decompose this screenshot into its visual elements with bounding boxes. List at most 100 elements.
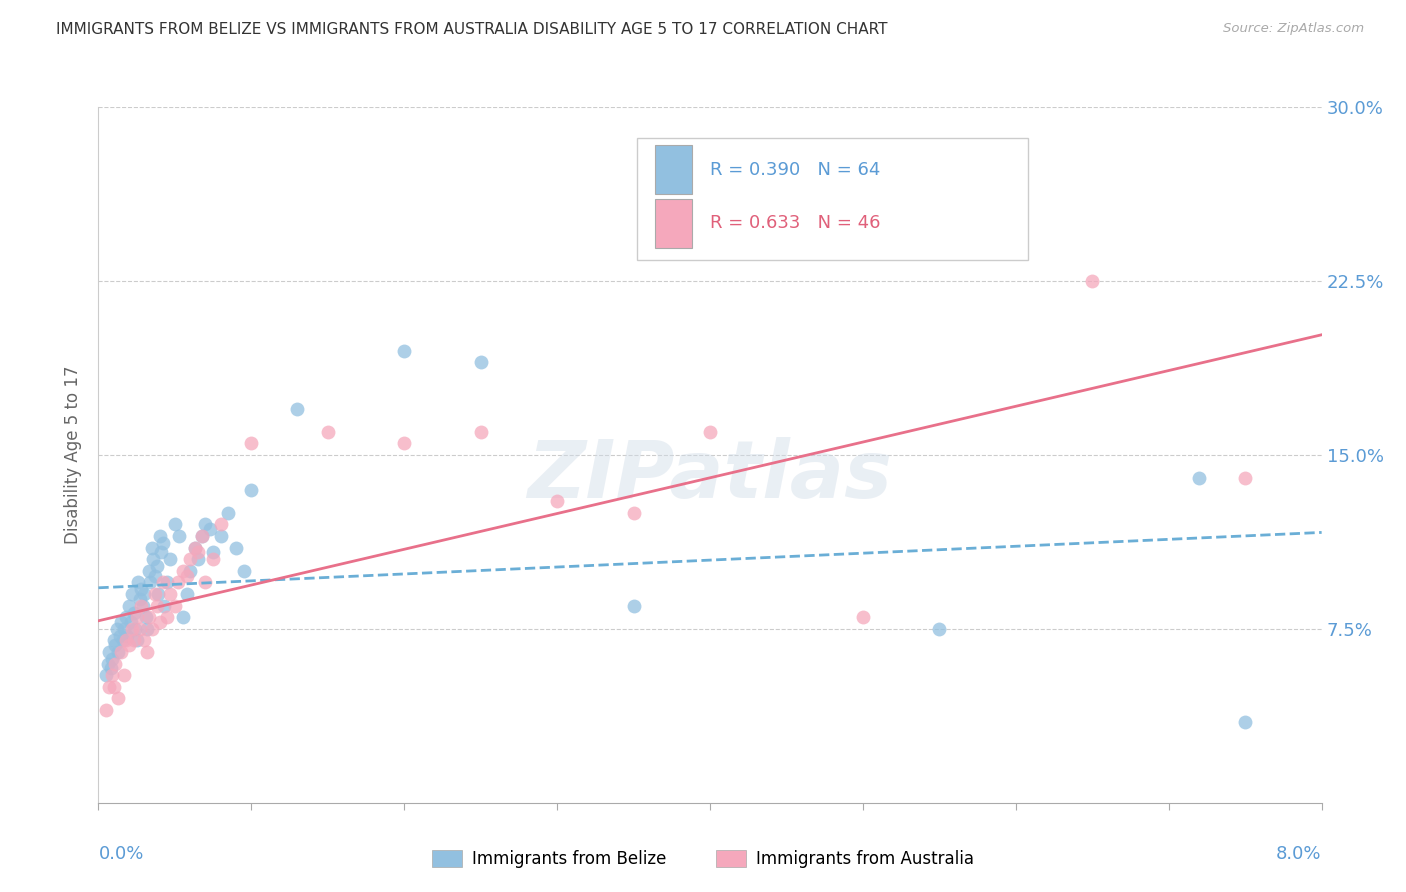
Text: R = 0.633   N = 46: R = 0.633 N = 46 — [710, 214, 880, 232]
Point — [122, 633, 145, 648]
Point — [136, 645, 159, 659]
Point — [125, 610, 148, 624]
Point — [209, 529, 232, 543]
Point — [240, 436, 263, 450]
Point — [107, 645, 129, 659]
Point — [1188, 471, 1211, 485]
Point — [138, 610, 160, 624]
Point — [699, 425, 721, 439]
Point — [152, 536, 174, 550]
Point — [127, 575, 149, 590]
Point — [110, 645, 132, 659]
Point — [98, 645, 121, 659]
Point — [156, 575, 179, 590]
Point — [176, 568, 198, 582]
Point — [112, 668, 135, 682]
Point — [103, 633, 125, 648]
Legend: Immigrants from Belize, Immigrants from Australia: Immigrants from Belize, Immigrants from … — [425, 843, 981, 875]
Text: Source: ZipAtlas.com: Source: ZipAtlas.com — [1223, 22, 1364, 36]
Point — [184, 541, 207, 555]
Point — [129, 582, 152, 597]
Point — [470, 355, 492, 369]
Point — [110, 615, 132, 629]
Point — [112, 622, 135, 636]
Point — [115, 633, 138, 648]
Point — [202, 552, 225, 566]
Text: 8.0%: 8.0% — [1277, 845, 1322, 863]
Text: 0.0%: 0.0% — [98, 845, 143, 863]
Point — [138, 564, 160, 578]
Point — [194, 575, 217, 590]
Point — [124, 622, 146, 636]
Point — [141, 541, 163, 555]
Point — [97, 657, 120, 671]
Point — [132, 599, 155, 613]
Point — [470, 425, 492, 439]
Point — [122, 606, 145, 620]
Point — [118, 638, 141, 652]
Point — [105, 622, 128, 636]
Text: IMMIGRANTS FROM BELIZE VS IMMIGRANTS FROM AUSTRALIA DISABILITY AGE 5 TO 17 CORRE: IMMIGRANTS FROM BELIZE VS IMMIGRANTS FRO… — [56, 22, 887, 37]
Point — [191, 529, 214, 543]
Point — [928, 622, 950, 636]
Point — [121, 622, 143, 636]
Point — [142, 552, 165, 566]
Point — [316, 425, 339, 439]
Point — [240, 483, 263, 497]
Point — [94, 703, 117, 717]
Point — [1234, 471, 1257, 485]
Point — [128, 591, 150, 606]
Point — [104, 638, 127, 652]
Point — [285, 401, 308, 416]
Point — [159, 552, 181, 566]
Point — [149, 615, 172, 629]
Point — [167, 575, 190, 590]
Point — [172, 564, 194, 578]
Point — [179, 564, 201, 578]
Point — [187, 545, 209, 559]
Point — [121, 587, 143, 601]
Point — [153, 599, 176, 613]
Point — [94, 668, 117, 682]
Point — [104, 657, 127, 671]
Point — [115, 610, 138, 624]
Point — [232, 564, 254, 578]
Point — [152, 575, 174, 590]
Point — [129, 599, 152, 613]
Point — [101, 668, 124, 682]
Point — [179, 552, 201, 566]
Point — [134, 633, 156, 648]
Point — [134, 587, 156, 601]
Point — [217, 506, 239, 520]
Point — [107, 691, 129, 706]
Point — [159, 587, 181, 601]
Point — [852, 610, 875, 624]
Point — [117, 629, 139, 643]
Point — [128, 622, 150, 636]
FancyBboxPatch shape — [637, 138, 1028, 260]
Point — [392, 343, 416, 358]
Point — [125, 633, 148, 648]
Point — [146, 587, 169, 601]
Point — [191, 529, 214, 543]
Point — [169, 529, 191, 543]
Point — [184, 541, 207, 555]
Point — [103, 680, 125, 694]
Point — [145, 599, 167, 613]
Point — [163, 517, 186, 532]
Point — [120, 615, 142, 629]
Point — [209, 517, 232, 532]
Point — [172, 610, 194, 624]
FancyBboxPatch shape — [655, 199, 692, 248]
Point — [163, 599, 186, 613]
Point — [145, 559, 167, 574]
Point — [1081, 274, 1104, 288]
Point — [118, 599, 141, 613]
Point — [135, 610, 157, 624]
Point — [143, 587, 166, 601]
Point — [136, 622, 159, 636]
FancyBboxPatch shape — [655, 145, 692, 194]
Point — [100, 661, 122, 675]
Point — [198, 522, 221, 536]
Point — [139, 575, 162, 590]
